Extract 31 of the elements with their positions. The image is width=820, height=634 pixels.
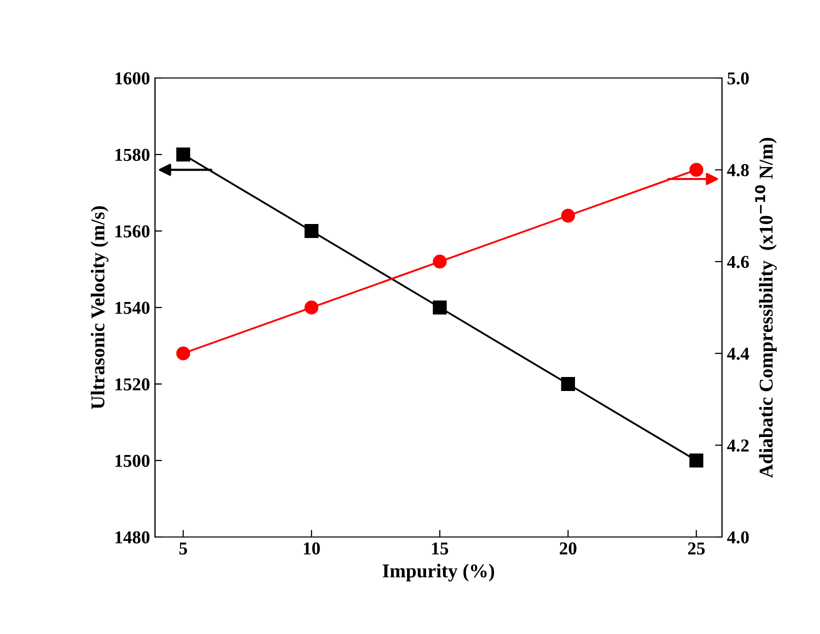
y2-tick-label: 5.0 (728, 72, 749, 85)
point (561, 377, 576, 391)
point (689, 454, 704, 468)
y-tick-label: 1500 (115, 454, 150, 467)
x-axis-title: Impurity (%) (382, 564, 494, 582)
x-tick-label: 20 (560, 542, 576, 555)
y2-tick-label: 4.4 (727, 348, 750, 360)
point (304, 300, 318, 314)
y2-tick-label: 4.8 (727, 164, 749, 176)
y-tick-label: 1580 (115, 148, 150, 161)
x-tick-label: 5 (179, 542, 188, 555)
y-axis-title: Ultrasonic Velocity (m/s) (90, 206, 108, 410)
y-tick-label: 1560 (115, 225, 150, 238)
y2-tick-label: 4.6 (727, 256, 749, 268)
x-tick-label: 25 (688, 542, 705, 555)
point (689, 162, 704, 177)
point (176, 148, 190, 162)
y2-axis-title: Adiabatic Compressibility (x10$^{−10}$ N/m) (754, 138, 777, 478)
point (304, 224, 318, 238)
y2-tick-label: 4.2 (727, 440, 749, 452)
y-tick-label: 1600 (115, 72, 150, 84)
y2-tick-label: 4.0 (727, 531, 749, 544)
x-tick-label: 10 (304, 542, 320, 555)
x-tick-label: 15 (432, 542, 448, 555)
y-tick-label: 1540 (115, 302, 150, 314)
y-tick-label: 1520 (115, 378, 150, 390)
point (176, 346, 190, 360)
point (432, 300, 447, 314)
point (561, 208, 576, 223)
point (432, 254, 447, 269)
y-tick-label: 1480 (115, 531, 150, 544)
